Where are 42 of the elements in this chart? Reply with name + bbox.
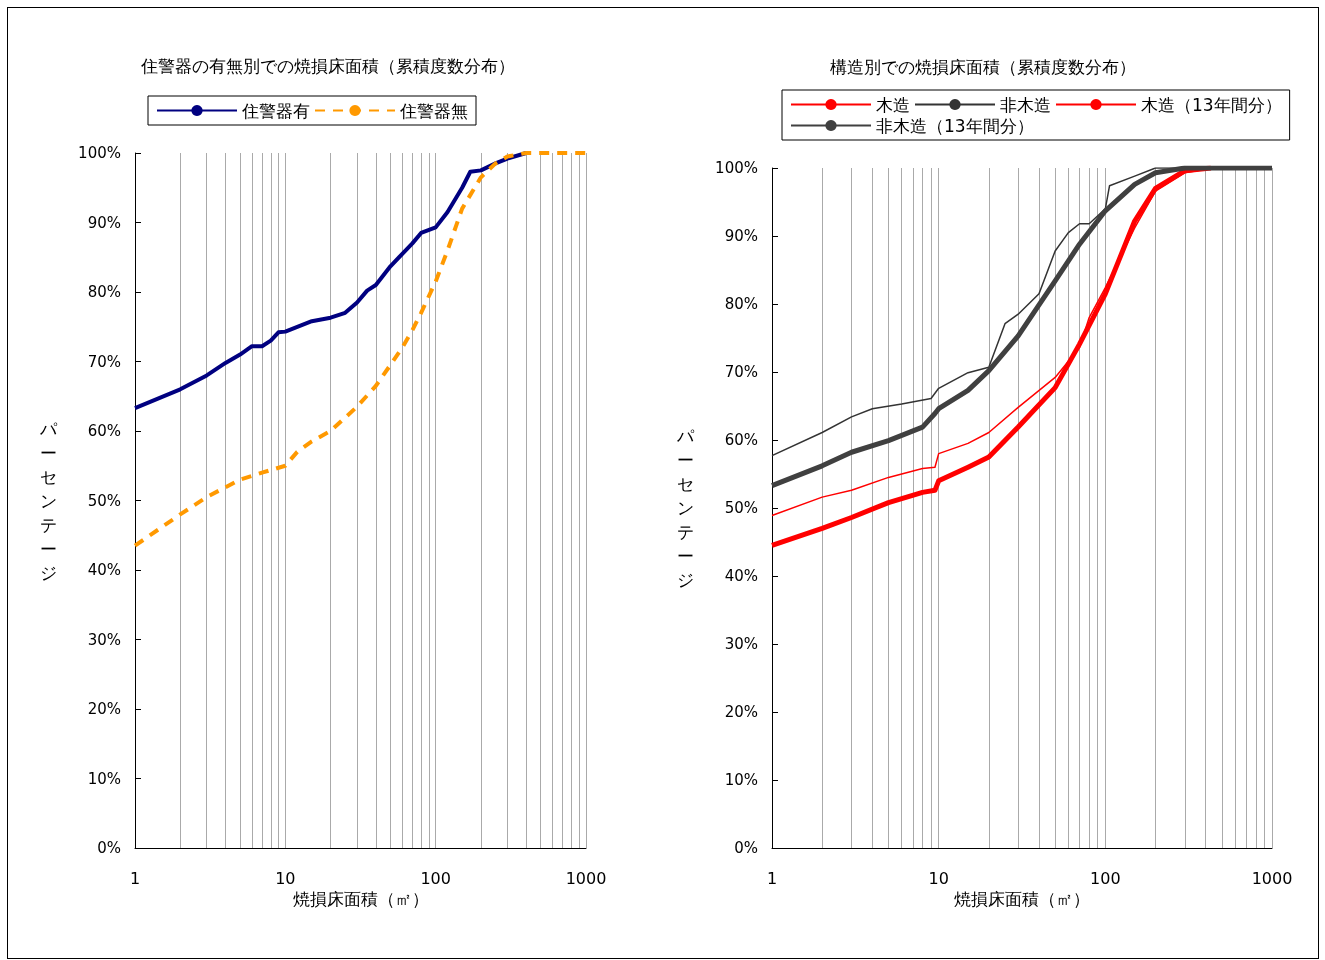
y-tick-label: 20% xyxy=(724,703,758,721)
legend-label: 住警器無 xyxy=(399,100,468,121)
y-tick-label: 90% xyxy=(724,227,758,245)
x-tick-label: 100 xyxy=(1090,868,1121,888)
x-tick-label: 10 xyxy=(275,868,296,888)
y-tick-label: 10% xyxy=(87,769,121,788)
x-tick-label: 1 xyxy=(766,868,778,888)
x-tick-label: 1000 xyxy=(1251,868,1293,888)
y-tick-label: 30% xyxy=(724,635,758,653)
chart-title: 構造別での焼損床面積（累積度数分布） xyxy=(830,56,1136,77)
y-tick-label: 30% xyxy=(87,630,121,649)
y-tick-label: 60% xyxy=(87,422,121,440)
y-tick-label: 100% xyxy=(78,144,121,162)
y-tick-label: 40% xyxy=(87,561,121,579)
y-tick-label: 70% xyxy=(724,363,758,381)
y-tick-label: 100% xyxy=(715,159,758,177)
y-tick-label: 10% xyxy=(724,771,758,789)
y-axis-title: パーセンテージ xyxy=(39,418,58,583)
legend-label: 木造 xyxy=(876,94,910,115)
y-tick-label: 20% xyxy=(87,700,121,718)
y-tick-label: 80% xyxy=(87,283,121,301)
y-tick-label: 0% xyxy=(734,839,758,857)
legend-label: 非木造 xyxy=(1000,94,1051,115)
legend-label: 非木造（13年間分） xyxy=(876,115,1034,136)
x-tick-label: 1000 xyxy=(565,868,607,888)
chart-title: 住警器の有無別での焼損床面積（累積度数分布） xyxy=(140,55,515,76)
y-tick-label: 60% xyxy=(724,431,758,449)
x-axis-title: 焼損床面積（㎡） xyxy=(954,889,1090,910)
x-tick-label: 10 xyxy=(928,868,949,888)
y-tick-label: 50% xyxy=(724,499,758,517)
y-tick-label: 70% xyxy=(87,352,121,371)
y-tick-label: 50% xyxy=(87,491,121,510)
y-axis-title: パーセンテージ xyxy=(676,426,695,590)
legend-label: 住警器有 xyxy=(241,100,310,121)
y-tick-label: 90% xyxy=(87,213,121,232)
legend-label: 木造（13年間分） xyxy=(1141,94,1282,115)
y-tick-label: 40% xyxy=(724,567,758,585)
x-tick-label: 1 xyxy=(129,868,141,888)
y-tick-label: 0% xyxy=(97,839,121,857)
x-axis-title: 焼損床面積（㎡） xyxy=(292,889,429,910)
x-tick-label: 100 xyxy=(420,868,451,888)
y-tick-label: 80% xyxy=(724,295,758,313)
